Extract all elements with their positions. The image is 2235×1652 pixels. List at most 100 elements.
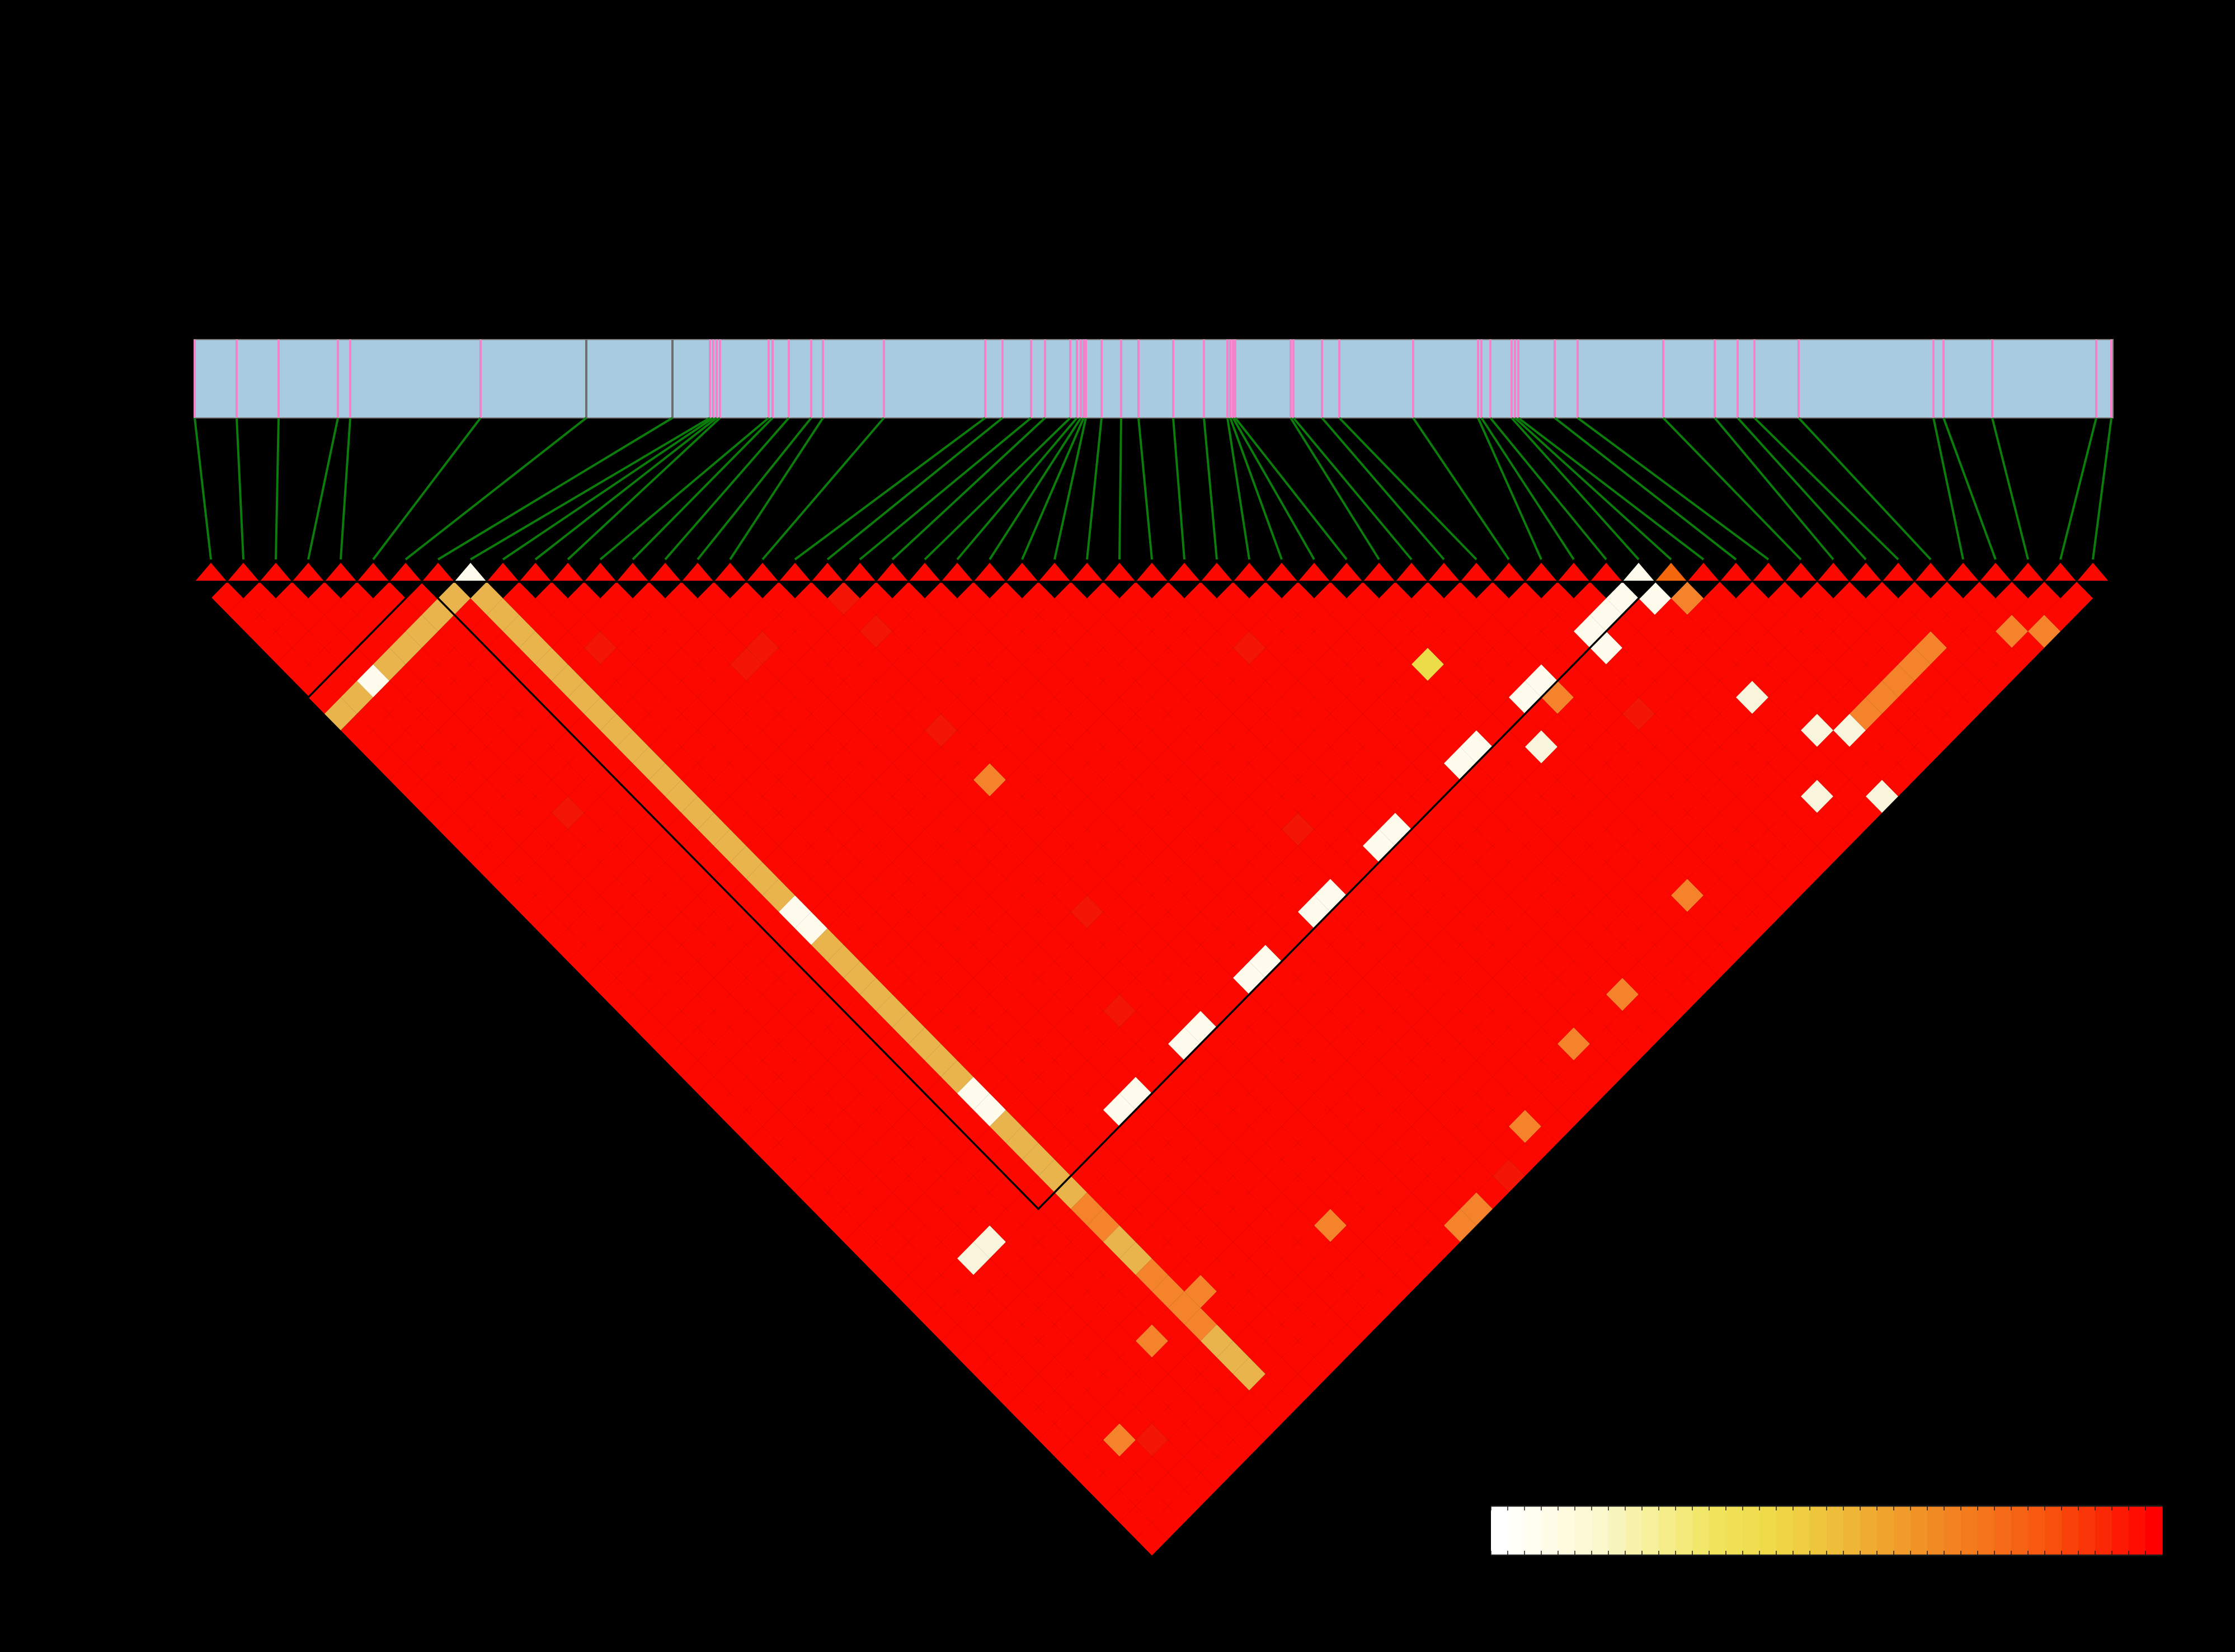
connector-line [437,417,674,561]
connector-line [1137,417,1153,560]
marker-triangle [1525,563,1558,582]
marker-triangle [1979,563,2012,582]
legend-gradient-segment [2095,1506,2112,1555]
connector-line [1172,417,1185,560]
legend-gradient-segment [1911,1506,1928,1555]
ld-heatmap-matrix [211,582,2093,1556]
legend-gradient-segment [1877,1506,1894,1555]
legend-gradient-segment [1944,1506,1961,1555]
legend-gradient-segment [2145,1506,2163,1555]
ld-cell [2060,582,2093,615]
legend-gradient-segment [1676,1506,1693,1555]
legend-gradient-segment [2045,1506,2062,1555]
marker-triangle [1622,563,1655,582]
legend-gradient-segment [1709,1506,1726,1555]
connector-line [729,417,824,561]
marker-triangle [357,563,389,582]
legend-gradient-segment [2112,1506,2129,1555]
marker-triangle [1590,563,1622,582]
connector-line [1021,417,1085,560]
connector-line [826,417,1004,561]
connector-line [1338,417,1478,561]
marker-triangle [584,563,617,582]
connector-line [1737,417,1867,561]
marker-triangle [909,563,941,582]
marker-triangle [1006,563,1038,582]
legend-gradient-segment [2062,1506,2079,1555]
marker-triangle [811,563,844,582]
marker-triangle [714,563,746,582]
legend-gradient-segment [1793,1506,1810,1555]
connector-line [794,417,986,561]
connector-line [1554,417,1737,561]
connector-line [404,417,587,561]
legend-gradient-segment [1692,1506,1710,1555]
marker-triangle [1103,563,1136,582]
connector-line [1292,417,1413,561]
legend-gradient-segment [1608,1506,1626,1555]
connector-line [1662,417,1802,561]
marker-triangle [1882,563,1914,582]
marker-triangle [1428,563,1460,582]
connector-line [1517,417,1705,561]
legend-gradient-segment [1491,1506,1508,1555]
genomic-bar [194,339,2114,418]
connector-line [502,417,714,561]
legend-gradient-segment [1743,1506,1760,1555]
connector-line [1086,417,1103,560]
marker-triangle [1558,563,1590,582]
connector-line [1118,417,1122,560]
connector-line [1798,417,1932,561]
marker-triangle [260,563,292,582]
marker-triangle [1752,563,1785,582]
connector-line [632,417,774,561]
marker-connector-lines [194,417,2112,561]
marker-triangle [876,563,909,582]
connector-line [469,417,711,561]
connector-line [1226,417,1250,560]
legend-gradient-segment [1827,1506,1844,1555]
genomic-position-track [194,339,2114,418]
marker-triangle [2077,563,2109,582]
marker-triangle [1395,563,1428,582]
connector-line [1229,417,1283,560]
legend-gradient-segment [1810,1506,1827,1555]
marker-triangle [1720,563,1752,582]
connector-line [1412,417,1510,561]
legend-gradient-segment [2129,1506,2146,1555]
marker-triangle [1330,563,1363,582]
connector-line [194,417,212,560]
connector-line [307,417,339,560]
legend-gradient-segment [1894,1506,1911,1555]
connector-line [1053,417,1087,560]
connector-line [275,417,280,560]
connector-line [1489,417,1607,561]
connector-line [1321,417,1445,561]
connector-line [1232,417,1315,560]
marker-triangle-row [195,563,2109,583]
marker-triangle [1363,563,1395,582]
marker-triangle [487,563,519,582]
marker-triangle [454,563,487,582]
marker-triangle [1914,563,1947,582]
connector-line [1514,417,1672,561]
marker-triangle [1233,563,1265,582]
connector-line [1203,417,1218,560]
legend-gradient-segment [2078,1506,2096,1555]
connector-line [761,417,885,561]
marker-triangle [1071,563,1103,582]
legend-gradient-segment [2011,1506,2029,1555]
marker-triangle [779,563,811,582]
marker-triangle [292,563,324,582]
legend-gradient-segment [1575,1506,1592,1555]
marker-triangle [1298,563,1330,582]
marker-triangle [1850,563,1882,582]
legend-gradient-segment [1592,1506,1609,1555]
connector-line [1932,417,1964,560]
dprime-color-scale [1490,1505,2163,1556]
marker-triangle [1785,563,1817,582]
legend-gradient-segment [2028,1506,2045,1555]
marker-triangle [552,563,584,582]
connector-line [1480,417,1575,561]
